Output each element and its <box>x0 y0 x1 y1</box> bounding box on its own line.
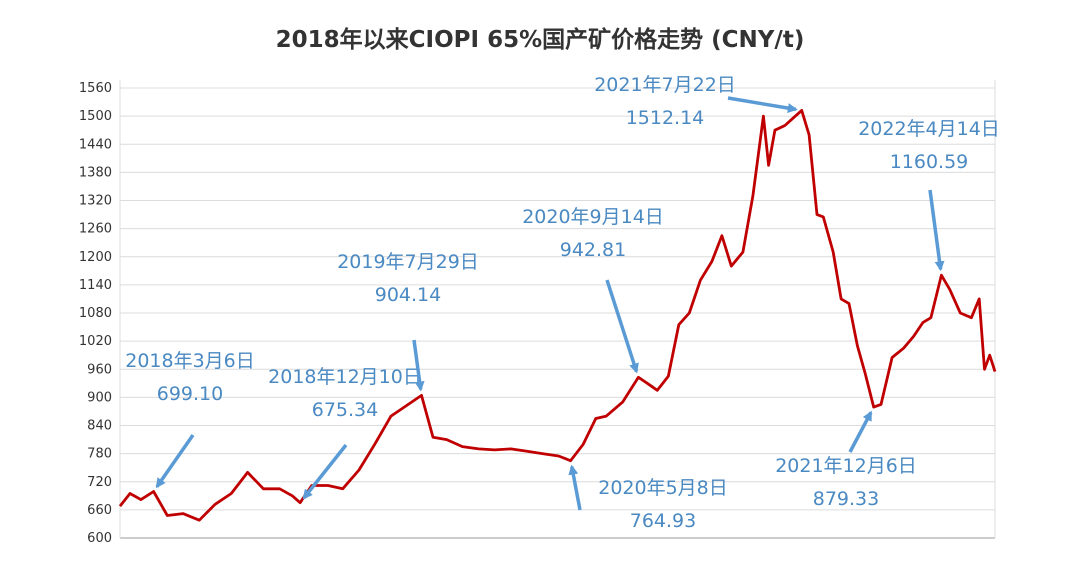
annotation-arrow <box>928 189 945 272</box>
annotation-value-label: 904.14 <box>375 284 441 306</box>
annotation-value-label: 879.33 <box>813 488 879 510</box>
y-tick-label: 1020 <box>79 334 112 349</box>
axis-layer: 600 660 720 780 840 900 960 1020 1080 1140 1200 126… <box>79 81 112 546</box>
y-tick-label: 600 <box>87 531 112 546</box>
y-tick-label: 1440 <box>79 137 112 152</box>
annotation-arrow <box>568 464 582 511</box>
annotation-value-label: 675.34 <box>312 399 378 421</box>
price-series-line <box>118 109 997 522</box>
grid-layer <box>119 80 996 539</box>
annotation-value-label: 764.93 <box>630 510 696 532</box>
y-tick-label: 1080 <box>79 306 112 321</box>
y-tick-label: 1140 <box>79 278 112 293</box>
y-tick-label: 720 <box>87 475 112 490</box>
y-tick-label: 1560 <box>79 81 112 96</box>
annotation-date-label: 2020年9月14日 <box>522 206 664 228</box>
y-tick-label: 660 <box>87 503 112 518</box>
annotation-date-label: 2022年4月14日 <box>858 118 1000 140</box>
y-tick-label: 780 <box>87 447 112 462</box>
annotation-arrow <box>155 433 195 489</box>
y-tick-label: 840 <box>87 419 112 434</box>
annotation-arrow <box>848 410 873 453</box>
annotation-arrow <box>605 279 639 374</box>
annotation-date-label: 2018年3月6日 <box>125 350 255 372</box>
y-tick-label: 1500 <box>79 109 112 124</box>
chart-title: 2018年以来CIOPI 65%国产矿价格走势 (CNY/t) <box>275 27 805 53</box>
annotation-value-label: 1160.59 <box>890 151 969 173</box>
line-layer <box>118 109 997 522</box>
annotation-date-label: 2021年12月6日 <box>775 455 917 477</box>
annotation-date-label: 2020年5月8日 <box>598 477 728 499</box>
annotation-date-label: 2021年7月22日 <box>594 74 736 96</box>
annotation-arrow <box>412 339 425 392</box>
y-tick-label: 900 <box>87 390 112 405</box>
y-tick-label: 1380 <box>79 165 112 180</box>
y-tick-label: 1320 <box>79 194 112 209</box>
y-tick-label: 1200 <box>79 250 112 265</box>
annotation-layer: 2018年3月6日 699.10 2018年12月10日 675.34 2019年7月2… <box>125 74 1000 532</box>
annotation-arrow <box>727 96 798 114</box>
y-tick-label: 1260 <box>79 222 112 237</box>
annotation-date-label: 2018年12月10日 <box>268 366 422 388</box>
annotation-value-label: 699.10 <box>157 383 223 405</box>
annotation-value-label: 1512.14 <box>626 107 705 129</box>
annotation-date-label: 2019年7月29日 <box>337 251 479 273</box>
y-tick-label: 960 <box>87 362 112 377</box>
annotation-value-label: 942.81 <box>560 239 626 261</box>
annotation-arrow <box>302 443 348 500</box>
